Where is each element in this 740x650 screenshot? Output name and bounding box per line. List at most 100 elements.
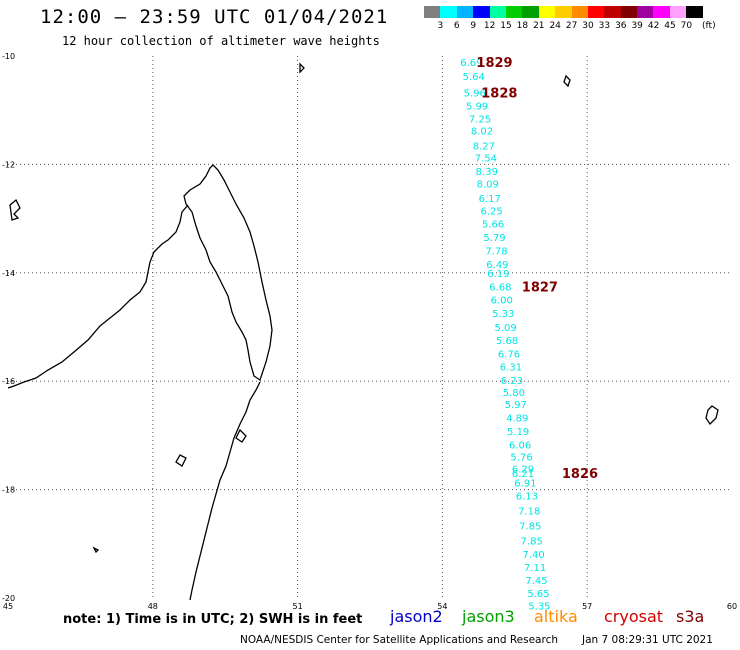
- swh-value: 8.09: [477, 179, 499, 190]
- coastline: [7, 62, 719, 601]
- satellite-cryosat: cryosat: [604, 607, 664, 626]
- island-small-1: [9, 198, 21, 221]
- swh-value: 6.06: [509, 441, 531, 452]
- swh-value: 7.54: [475, 153, 497, 164]
- pass-number: 1826: [562, 467, 598, 482]
- credit-text: NOAA/NESDIS Center for Satellite Applica…: [240, 634, 558, 646]
- swh-value: 7.11: [524, 563, 546, 574]
- legend-swatch: [686, 6, 703, 18]
- legend-label: 12: [483, 21, 496, 31]
- swh-value: 8.39: [476, 167, 498, 178]
- swh-value: 7.40: [522, 550, 544, 561]
- lon-tick-label: 48: [148, 602, 158, 611]
- pass-number: 1827: [522, 280, 558, 295]
- legend-swatch: [555, 6, 572, 18]
- swh-value: 5.97: [505, 400, 527, 411]
- legend-swatch: [473, 6, 490, 18]
- swh-value: 7.18: [518, 507, 540, 518]
- swh-value: 6.13: [516, 492, 538, 503]
- swh-value: 5.68: [496, 336, 518, 347]
- pass-number: 1828: [481, 86, 517, 101]
- swh-value: 5.66: [482, 219, 504, 230]
- lat-tick-label: -12: [2, 160, 15, 169]
- legend-label: 36: [615, 21, 627, 31]
- color-legend-labels: 3 6 9 12 15 18 21 24 27 30 33 36 39 42 45 70 (ft): [424, 21, 740, 33]
- legend-label: 3: [437, 21, 444, 31]
- swh-value: 7.25: [469, 114, 491, 125]
- swh-value: 6.31: [500, 363, 522, 374]
- swh-value: 4.89: [506, 414, 528, 425]
- legend-swatch: [440, 6, 457, 18]
- lon-tick-label: 54: [437, 602, 447, 611]
- satellite-jason3: jason3: [462, 607, 515, 626]
- legend-label: 15: [500, 21, 512, 31]
- island-mauritius: [705, 405, 719, 426]
- legend-swatch: [637, 6, 654, 18]
- legend-label: 33: [598, 21, 611, 31]
- legend-swatch: [456, 6, 474, 18]
- satellite-s3a: s3a: [676, 607, 705, 626]
- color-legend: [424, 6, 703, 18]
- swh-value: 7.45: [525, 576, 547, 587]
- legend-label: (ft): [702, 21, 716, 31]
- island-small-3: [563, 74, 571, 88]
- swh-value: 6.68: [489, 282, 511, 293]
- lon-tick-label: 60: [727, 602, 737, 611]
- lat-tick-label: -14: [2, 269, 15, 278]
- legend-swatch: [424, 6, 441, 18]
- swh-value: 6.29: [512, 464, 534, 475]
- swh-value: 5.79: [483, 233, 505, 244]
- swh-value: 8.27: [473, 141, 495, 152]
- satellite-jason2: jason2: [390, 607, 443, 626]
- legend-swatch: [587, 6, 605, 18]
- legend-label: 18: [516, 21, 529, 31]
- graticule: [8, 56, 732, 598]
- swh-value: 7.85: [521, 537, 543, 548]
- swh-value: 5.35: [528, 602, 550, 613]
- swh-value: 8.02: [471, 126, 493, 137]
- swh-value: 6.91: [514, 479, 536, 490]
- timestamp: Jan 7 08:29:31 UTC 2021: [582, 634, 713, 646]
- legend-label: 21: [533, 21, 545, 31]
- lat-tick-label: -16: [2, 377, 15, 386]
- legend-label: 45: [664, 21, 676, 31]
- legend-swatch: [653, 6, 670, 18]
- swh-value: 5.09: [494, 323, 516, 334]
- legend-swatch: [505, 6, 523, 18]
- swh-value: 7.85: [519, 521, 541, 532]
- pass-number: 1829: [476, 56, 512, 71]
- legend-label: 42: [647, 21, 660, 31]
- legend-label: 9: [470, 21, 477, 31]
- madagascar-northwest-coast: [7, 204, 189, 389]
- satellite-altika: altika: [534, 607, 578, 626]
- footer-note: note: 1) Time is in UTC; 2) SWH is in fe…: [63, 612, 363, 627]
- legend-swatch: [522, 6, 539, 18]
- legend-label: 30: [582, 21, 594, 31]
- island-small-2: [175, 454, 187, 467]
- legend-swatch: [538, 6, 556, 18]
- swh-value: 6.21: [512, 469, 534, 480]
- madagascar-south-coast: [189, 381, 261, 601]
- lat-tick-label: -10: [2, 52, 15, 61]
- legend-label: 24: [549, 21, 561, 31]
- swh-value: 5.76: [510, 453, 532, 464]
- island-small-4: [299, 62, 305, 74]
- legend-swatch: [489, 6, 506, 18]
- lat-tick-label: -20: [2, 594, 15, 603]
- swh-value: 6.25: [480, 206, 502, 217]
- legend-label: 27: [565, 21, 578, 31]
- swh-value: 5.33: [492, 309, 514, 320]
- swh-value: 5.19: [507, 427, 529, 438]
- swh-value: 6.19: [487, 269, 509, 280]
- lon-tick-label: 57: [582, 602, 592, 611]
- page-title: 12:00 – 23:59 UTC 01/04/2021: [40, 6, 389, 28]
- lon-tick-label: 45: [3, 602, 13, 611]
- legend-swatch: [669, 6, 687, 18]
- swh-value: 5.65: [527, 589, 549, 600]
- swh-value: 6.00: [491, 295, 513, 306]
- pass-labels: 1829 1828 1827 1826: [476, 56, 598, 482]
- legend-label: 70: [680, 21, 693, 31]
- page-subtitle: 12 hour collection of altimeter wave hei…: [62, 34, 380, 48]
